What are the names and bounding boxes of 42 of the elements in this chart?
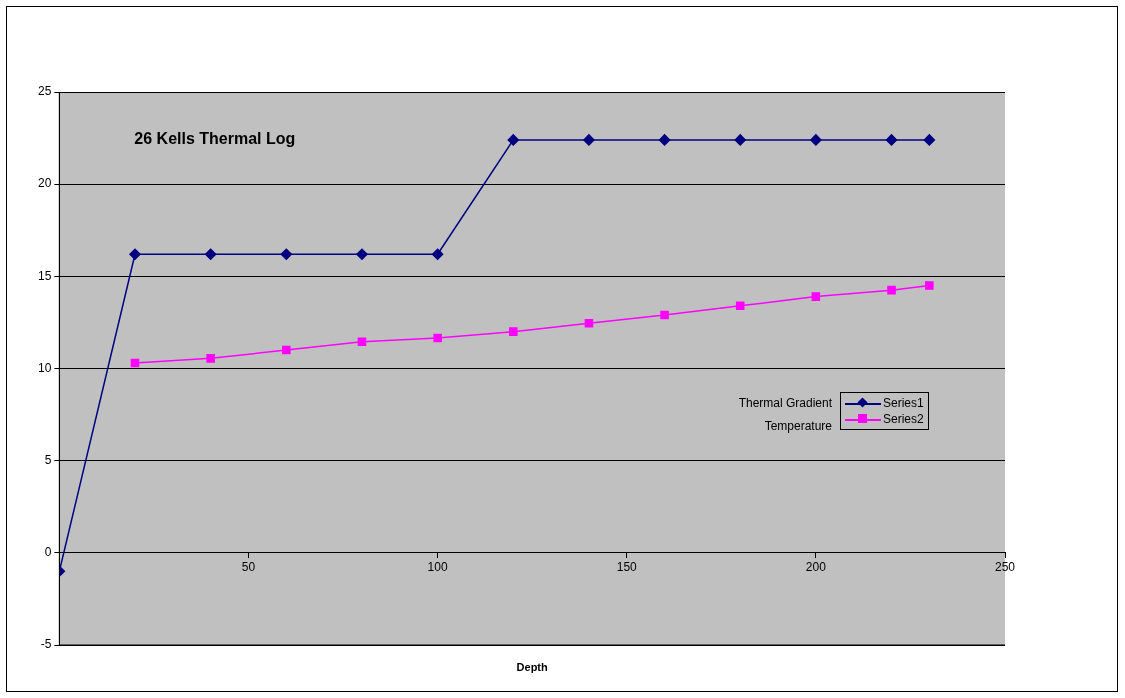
legend-label: Series2 bbox=[883, 412, 924, 426]
point bbox=[206, 354, 215, 363]
point bbox=[433, 333, 442, 343]
point bbox=[923, 134, 936, 146]
x-tick-label: 200 bbox=[805, 560, 827, 575]
point bbox=[282, 345, 291, 355]
point bbox=[584, 319, 594, 328]
x-tick-label: 250 bbox=[994, 560, 1016, 575]
point bbox=[129, 248, 141, 260]
point bbox=[356, 248, 368, 260]
point bbox=[507, 134, 520, 146]
point bbox=[885, 134, 898, 146]
point bbox=[811, 292, 821, 301]
annotation: Thermal Gradient bbox=[738, 396, 832, 410]
point bbox=[508, 327, 518, 336]
x-axis-title: Depth bbox=[516, 661, 548, 673]
point bbox=[130, 358, 140, 368]
y-tick-label: 0 bbox=[44, 545, 52, 560]
point bbox=[204, 248, 217, 260]
legend-label: Series1 bbox=[883, 396, 924, 410]
x-tick-label: 50 bbox=[241, 560, 256, 575]
point bbox=[660, 310, 669, 320]
point bbox=[735, 301, 745, 311]
y-tick-label: 15 bbox=[37, 268, 52, 283]
point bbox=[887, 285, 896, 295]
point bbox=[583, 134, 595, 146]
x-tick-label: 100 bbox=[427, 560, 448, 575]
y-tick-label: 5 bbox=[44, 452, 52, 467]
y-tick-label: 10 bbox=[37, 360, 52, 375]
point bbox=[925, 281, 934, 290]
y-tick-label: -5 bbox=[40, 637, 52, 652]
point bbox=[658, 134, 671, 146]
text: 26 Kells Thermal Log bbox=[134, 130, 296, 148]
x-tick-label: 150 bbox=[616, 560, 638, 575]
y-tick-label: 25 bbox=[37, 84, 52, 99]
point bbox=[734, 134, 746, 146]
point bbox=[357, 337, 367, 347]
point bbox=[810, 134, 822, 146]
y-tick-label: 20 bbox=[37, 176, 52, 191]
annotation: Temperature bbox=[764, 419, 832, 433]
point bbox=[431, 248, 444, 260]
point bbox=[280, 248, 293, 260]
